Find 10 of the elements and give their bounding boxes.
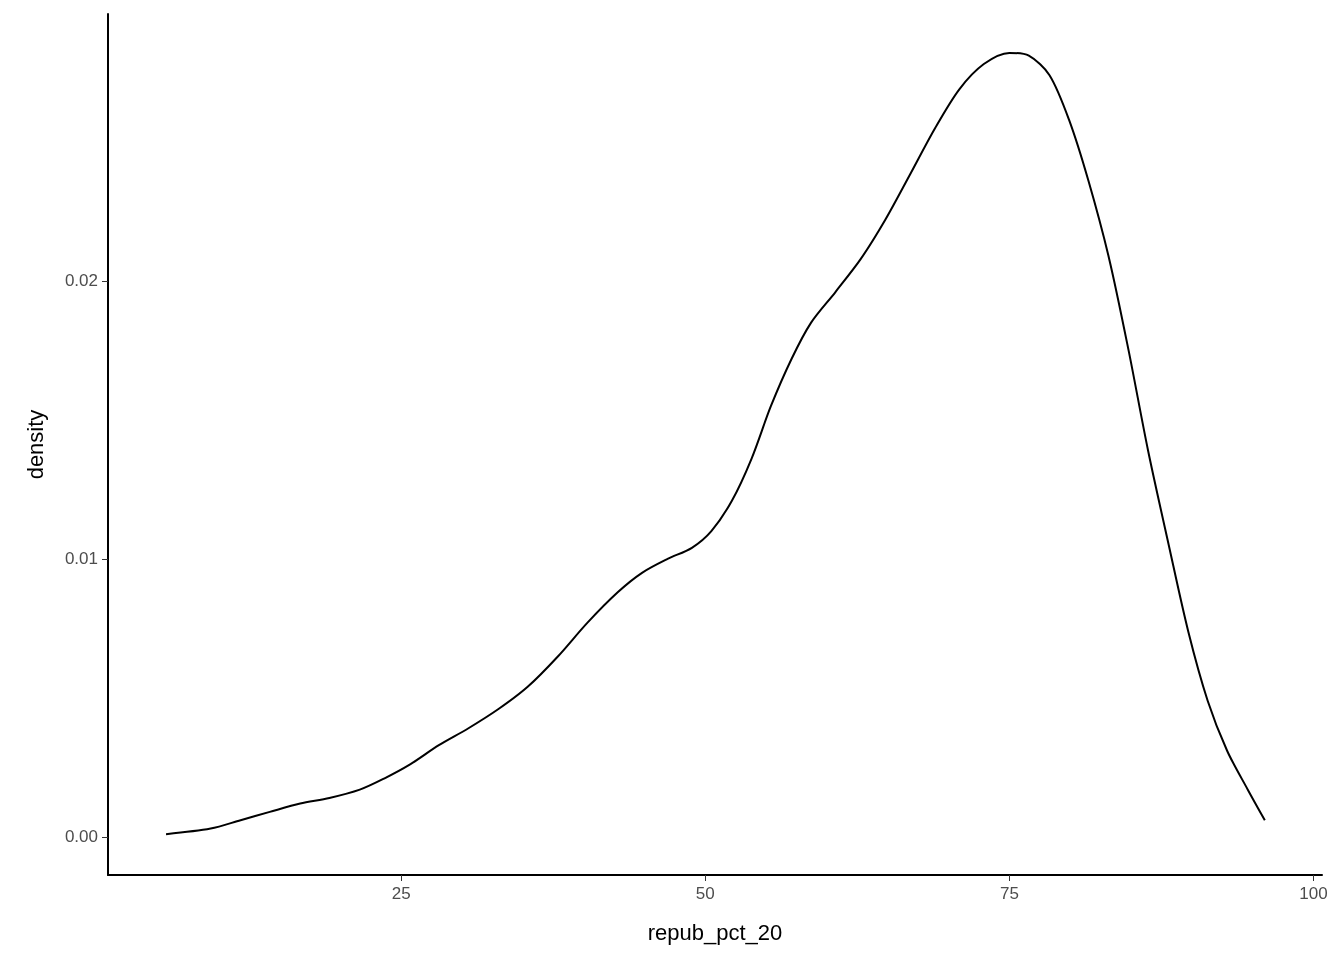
x-tick-label: 75 [999, 884, 1019, 903]
y-tick-label: 0.00 [64, 827, 98, 847]
x-tick-label: 25 [391, 884, 411, 903]
y-axis-title: density [22, 409, 48, 480]
x-axis-title: repub_pct_20 [647, 919, 783, 945]
x-tick-label: 50 [695, 884, 715, 903]
y-tick-label: 0.01 [64, 549, 98, 569]
line-series [165, 51, 1266, 836]
x-tick-label: 100 [1299, 884, 1328, 903]
y-tick-label: 0.02 [64, 271, 98, 291]
